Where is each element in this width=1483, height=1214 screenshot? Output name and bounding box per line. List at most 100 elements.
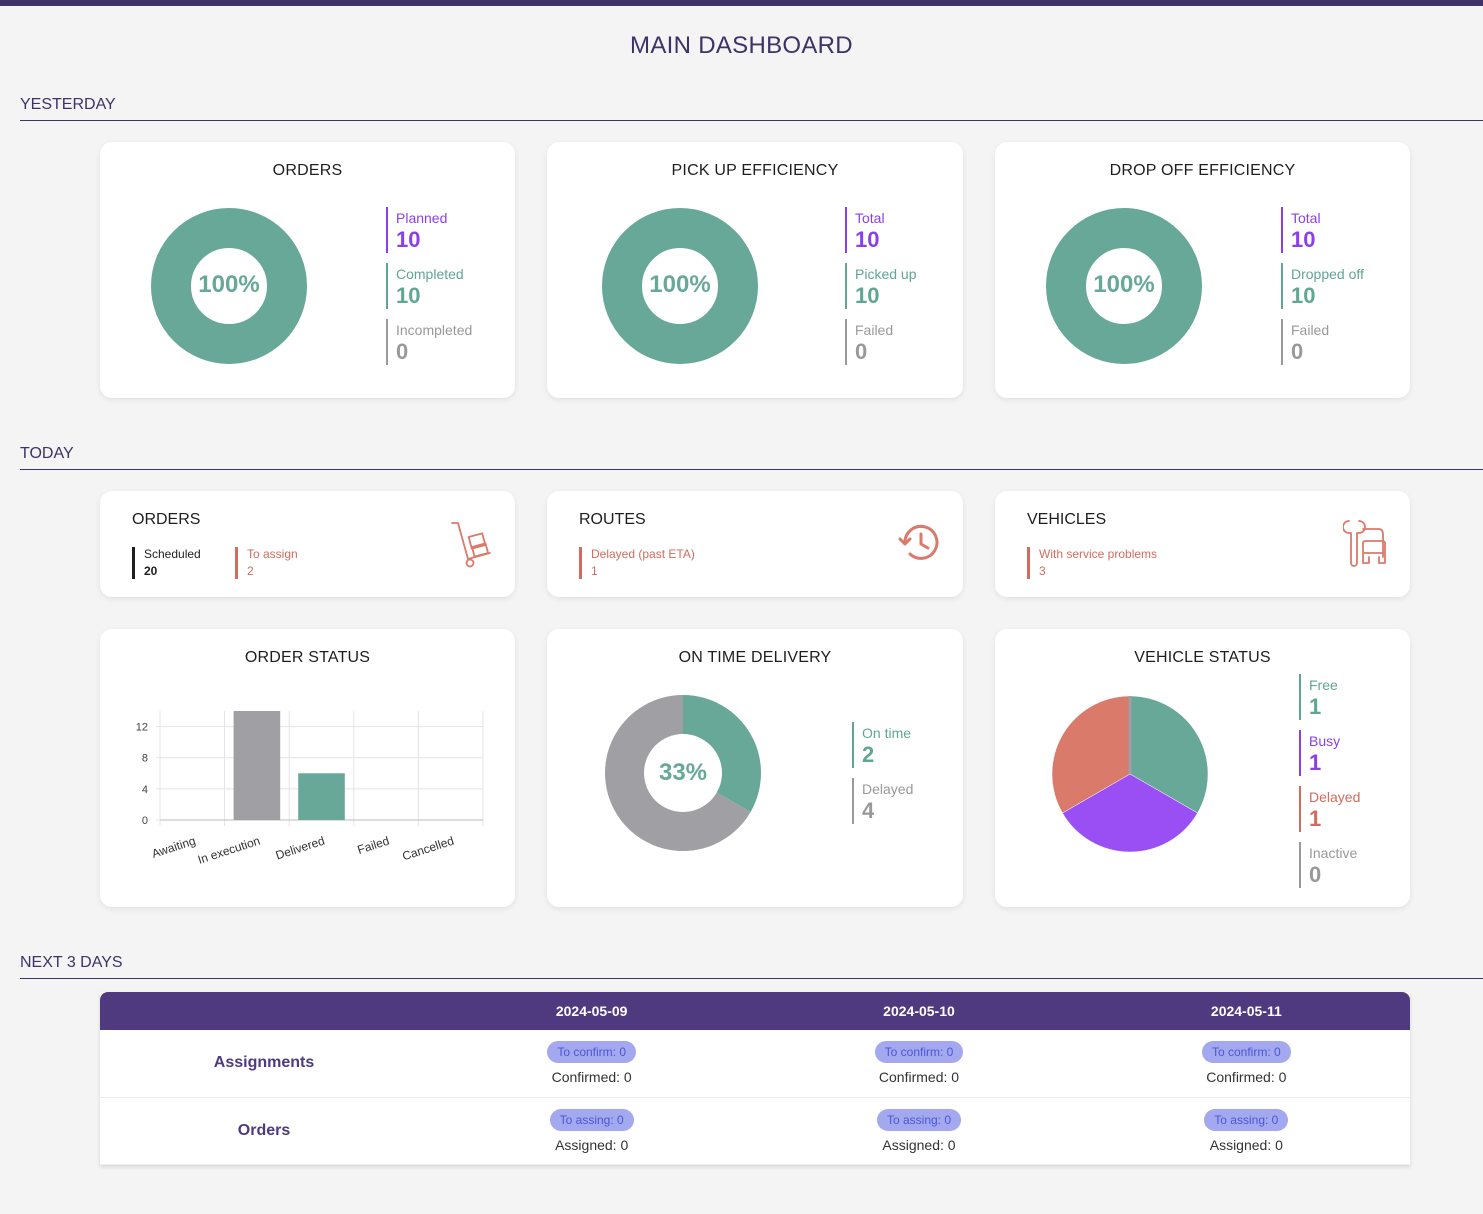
vehicle-status-card: VEHICLE STATUS Free 1 Busy 1 Delayed 1 Inac… [995, 629, 1410, 907]
legend-item: Delayed 1 [1299, 786, 1360, 832]
cell-text: Assigned: 0 [882, 1136, 956, 1153]
card-title: VEHICLES [1027, 511, 1107, 528]
x-tick-label: In execution [196, 834, 262, 867]
legend-item: On time 2 [852, 722, 913, 768]
page-title: MAIN DASHBOARD [630, 32, 853, 59]
status-badge[interactable]: To confirm: 0 [1201, 1041, 1291, 1064]
orders-donut [151, 208, 307, 364]
dropoff-legend: Total 10 Dropped off 10 Failed 0 [1281, 207, 1364, 375]
cell-text: Confirmed: 0 [878, 1069, 960, 1086]
card-title: ROUTES [579, 511, 646, 528]
status-badge[interactable]: To assing: 0 [876, 1108, 962, 1131]
legend-label: Total [855, 210, 885, 226]
stat-label: Scheduled [144, 547, 201, 561]
section-yesterday: YESTERDAY [20, 96, 1483, 121]
legend-value: 4 [862, 798, 875, 823]
legend-value: 2 [862, 742, 875, 767]
table-row: Assignments To confirm: 0 Confirmed: 0 To… [100, 1030, 1410, 1098]
donut-percent: 33% [658, 759, 708, 786]
legend-label: Failed [1291, 322, 1330, 338]
orders-legend: Planned 10 Completed 10 Incompleted 0 [386, 207, 472, 375]
legend-label: On time [862, 725, 912, 741]
stat-label: Delayed (past ETA) [591, 547, 695, 561]
table-cell: To assing: 0 Assigned: 0 [1082, 1097, 1410, 1165]
status-badge[interactable]: To assing: 0 [1204, 1108, 1289, 1131]
cell-text: Confirmed: 0 [1206, 1069, 1287, 1086]
stat-value: 3 [1039, 564, 1046, 578]
today-routes-card[interactable]: ROUTES Delayed (past ETA) 1 [547, 491, 963, 597]
legend-value: 10 [1291, 227, 1316, 252]
service-problems-stat: With service problems 3 [1027, 547, 1157, 579]
legend-label: Dropped off [1291, 266, 1364, 282]
vehicle-status-pie [1051, 695, 1209, 853]
legend-item: Busy 1 [1299, 730, 1360, 776]
table-cell: To confirm: 0 Confirmed: 0 [428, 1030, 756, 1098]
legend-item: Failed 0 [845, 319, 916, 365]
y-tick-label: 4 [142, 784, 148, 796]
date-header: 2024-05-09 [428, 992, 756, 1030]
card-title: VEHICLE STATUS [1134, 649, 1271, 666]
legend-value: 1 [1309, 806, 1322, 831]
legend-value: 0 [855, 339, 868, 364]
stat-label: With service problems [1039, 547, 1158, 561]
pickup-donut [602, 208, 758, 364]
table-cell: To assing: 0 Assigned: 0 [755, 1097, 1083, 1165]
cell-text: Assigned: 0 [555, 1136, 629, 1153]
donut-percent: 100% [1093, 271, 1155, 298]
vehicle-repair-icon [1343, 520, 1386, 567]
table-header-row: 2024-05-09 2024-05-10 2024-05-11 [100, 992, 1410, 1030]
card-title: ORDERS [132, 511, 201, 528]
stat-value: 2 [247, 564, 254, 578]
cell-text: Confirmed: 0 [551, 1069, 632, 1086]
status-badge[interactable]: To assing: 0 [549, 1108, 634, 1131]
legend-value: 10 [396, 227, 421, 252]
legend-label: Picked up [855, 266, 917, 282]
legend-label: Free [1309, 677, 1338, 693]
today-orders-card[interactable]: ORDERS Scheduled 20 To assign 2 [100, 491, 515, 597]
legend-label: Completed [396, 266, 464, 282]
bar [233, 711, 281, 820]
pie-slice [1051, 695, 1131, 814]
legend-item: Total 10 [845, 207, 916, 253]
stat-value: 1 [591, 564, 598, 578]
table-cell: To assing: 0 Assigned: 0 [428, 1097, 756, 1165]
donut-ring [602, 208, 758, 364]
legend-value: 0 [396, 339, 409, 364]
bar [298, 773, 345, 820]
dropoff-donut [1046, 208, 1202, 364]
pickup-efficiency-card: PICK UP EFFICIENCY 100% Total 10 Picked u… [547, 142, 963, 398]
status-badge[interactable]: To confirm: 0 [874, 1041, 964, 1064]
row-label: Assignments [100, 1030, 428, 1098]
today-vehicles-card[interactable]: VEHICLES With service problems 3 [995, 491, 1410, 597]
legend-item: Inactive 0 [1299, 842, 1360, 888]
stat-label: To assign [247, 547, 298, 561]
row-label: Orders [100, 1097, 428, 1165]
y-tick-label: 12 [136, 722, 148, 734]
legend-label: Planned [396, 210, 448, 226]
table-row: Orders To assing: 0 Assigned: 0 To assing… [100, 1097, 1410, 1165]
stat-value: 20 [144, 564, 158, 578]
legend-label: Busy [1309, 733, 1341, 749]
cell-text: Assigned: 0 [1209, 1136, 1283, 1153]
legend-value: 10 [1291, 283, 1316, 308]
header-empty [100, 992, 428, 1030]
table-cell: To confirm: 0 Confirmed: 0 [1082, 1030, 1410, 1098]
scheduled-stat: Scheduled 20 [132, 547, 201, 579]
status-badge[interactable]: To confirm: 0 [547, 1041, 637, 1064]
legend-value: 1 [1309, 694, 1322, 719]
legend-item: Free 1 [1299, 674, 1360, 720]
date-header: 2024-05-11 [1082, 992, 1410, 1030]
legend-item: Incompleted 0 [386, 319, 472, 365]
x-tick-label: Awaiting [150, 834, 197, 861]
top-bar [0, 0, 1483, 6]
legend-item: Picked up 10 [845, 263, 916, 309]
legend-label: Failed [855, 322, 894, 338]
y-tick-label: 8 [142, 753, 148, 765]
x-tick-label: Cancelled [401, 834, 456, 864]
legend-item: Dropped off 10 [1281, 263, 1364, 309]
donut-ring [1046, 208, 1202, 364]
section-today: TODAY [20, 445, 1483, 470]
delayed-routes-stat: Delayed (past ETA) 1 [579, 547, 695, 579]
dropoff-efficiency-card: DROP OFF EFFICIENCY 100% Total 10 Dropped… [995, 142, 1410, 398]
